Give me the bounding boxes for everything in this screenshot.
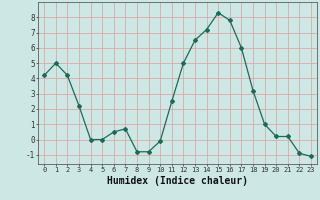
- X-axis label: Humidex (Indice chaleur): Humidex (Indice chaleur): [107, 176, 248, 186]
